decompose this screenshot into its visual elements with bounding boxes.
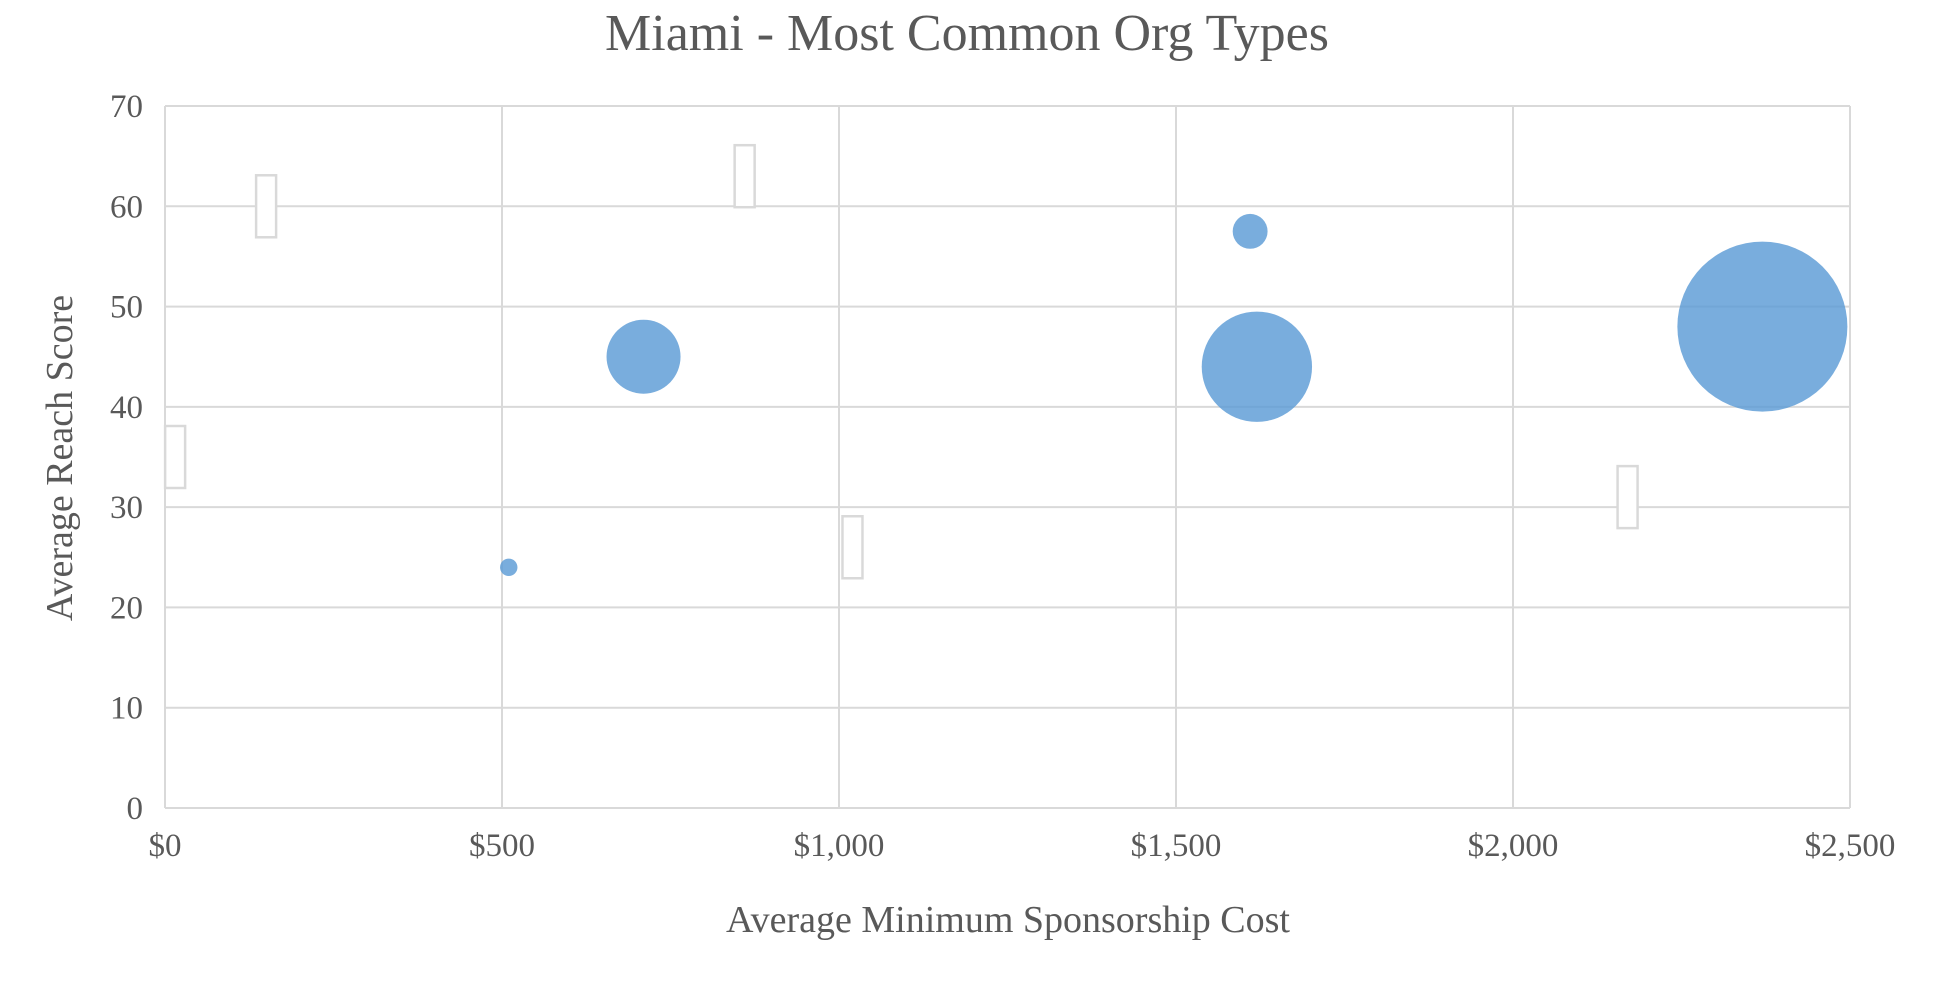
chart-title: Miami - Most Common Org Types xyxy=(605,5,1329,62)
y-axis-ticks: 0 10 20 30 40 50 60 70 xyxy=(110,89,143,827)
gridlines xyxy=(164,105,1851,809)
bubble-1 xyxy=(606,319,681,394)
data-label-placeholders xyxy=(163,143,1639,580)
y-axis-label: Average Reach Score xyxy=(39,295,81,621)
x-tick-label: $2,500 xyxy=(1805,828,1896,864)
y-tick-label: 50 xyxy=(110,290,143,326)
y-tick-label: 20 xyxy=(110,590,143,626)
data-label-placeholder-1 xyxy=(254,174,278,239)
x-tick-label: $2,000 xyxy=(1468,828,1559,864)
data-label-placeholder-4 xyxy=(1616,464,1639,530)
x-tick-label: $500 xyxy=(469,828,535,864)
y-tick-label: 60 xyxy=(110,189,143,225)
x-tick-label: $1,500 xyxy=(1131,828,1222,864)
y-tick-label: 10 xyxy=(110,691,143,727)
bubble-0 xyxy=(500,558,518,577)
y-tick-label: 0 xyxy=(127,791,144,827)
bubble-3 xyxy=(1201,311,1313,422)
x-axis-ticks: $0 $500 $1,000 $1,500 $2,000 $2,500 xyxy=(149,828,1896,864)
data-label-placeholder-0 xyxy=(163,424,187,490)
data-label-placeholder-2 xyxy=(733,143,756,209)
bubble-2 xyxy=(1232,213,1268,249)
y-tick-label: 40 xyxy=(110,390,143,426)
data-label-placeholder-3 xyxy=(841,515,864,580)
bubbles xyxy=(500,213,1848,577)
bubble-4 xyxy=(1677,241,1848,412)
x-axis-label: Average Minimum Sponsorship Cost xyxy=(726,899,1290,941)
x-tick-label: $1,000 xyxy=(794,828,885,864)
x-tick-label: $0 xyxy=(149,828,182,864)
y-tick-label: 30 xyxy=(110,490,143,526)
y-tick-label: 70 xyxy=(110,89,143,125)
